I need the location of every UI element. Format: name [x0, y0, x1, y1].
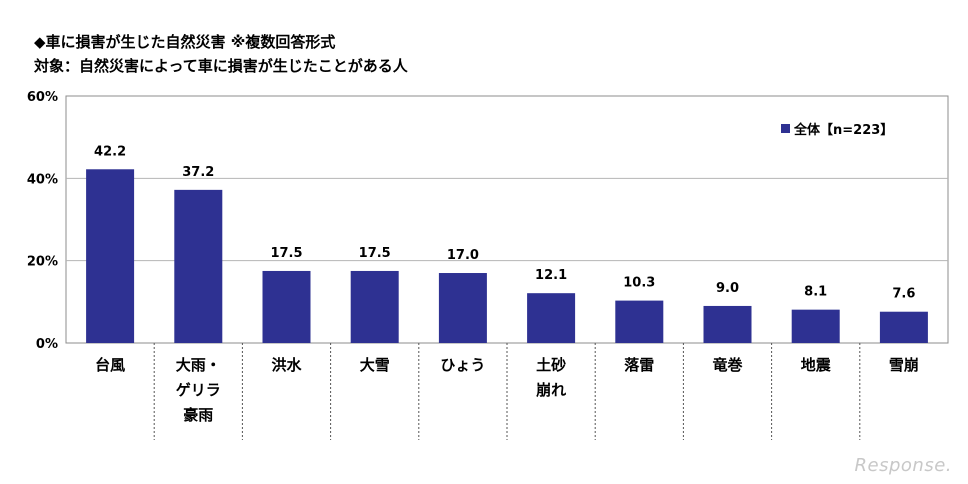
- x-tick-label: 地震: [801, 356, 832, 374]
- watermark-logo: Response.: [854, 455, 952, 476]
- data-label: 9.0: [716, 281, 739, 296]
- x-tick-label: 落雷: [624, 356, 654, 374]
- bar: [350, 270, 399, 343]
- chart-subtitle: 対象：自然災害によって車に損害が生じたことがある人: [34, 57, 408, 75]
- bar: [879, 311, 928, 343]
- x-tick-label: 台風: [95, 356, 125, 374]
- bar: [262, 270, 311, 343]
- data-label: 17.5: [359, 246, 391, 261]
- y-tick-label: 60%: [27, 90, 58, 105]
- y-tick-label: 0%: [36, 337, 58, 352]
- x-tick-label: 豪雨: [183, 406, 213, 424]
- x-tick-label: 雪崩: [889, 356, 919, 374]
- data-label: 17.0: [447, 248, 479, 263]
- bar: [527, 293, 576, 343]
- x-tick-label: ひょう: [440, 356, 485, 374]
- bar: [174, 189, 223, 343]
- legend-label: 全体【n=223】: [793, 122, 893, 138]
- x-tick-label: 竜巻: [712, 356, 742, 374]
- x-tick-label: 洪水: [271, 356, 302, 374]
- chart-title: ◆車に損害が生じた自然災害 ※複数回答形式: [34, 33, 336, 51]
- legend-swatch: [781, 124, 790, 133]
- y-tick-label: 40%: [27, 172, 58, 187]
- data-label: 17.5: [270, 246, 302, 261]
- data-label: 12.1: [535, 268, 567, 283]
- bar: [86, 169, 135, 343]
- x-tick-label: 大雨・: [176, 356, 221, 374]
- x-tick-label: 土砂: [536, 356, 566, 374]
- bar: [703, 305, 752, 343]
- bar: [615, 300, 664, 343]
- y-tick-label: 20%: [27, 255, 58, 270]
- bar: [791, 309, 840, 343]
- bar: [438, 273, 487, 343]
- data-label: 37.2: [182, 165, 214, 180]
- x-tick-label: 大雪: [360, 356, 390, 374]
- data-label: 10.3: [623, 276, 655, 291]
- data-label: 8.1: [804, 285, 827, 300]
- data-label: 42.2: [94, 144, 126, 159]
- data-label: 7.6: [892, 287, 915, 302]
- x-tick-label: ゲリラ: [176, 381, 221, 399]
- x-tick-label: 崩れ: [536, 381, 566, 399]
